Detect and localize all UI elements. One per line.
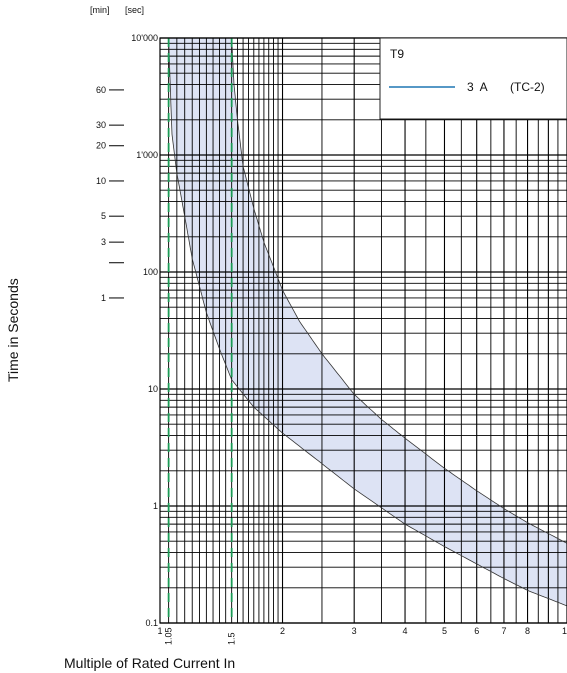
x-tick-label: 5	[442, 626, 447, 636]
x-tick-label: 1	[157, 626, 162, 636]
legend: T9 3 A (TC-2)	[379, 37, 567, 120]
y-tick-label: 10	[148, 384, 158, 394]
legend-title: T9	[390, 47, 404, 61]
y-tick-label: 0.1	[145, 618, 158, 628]
minute-tick-label: 60	[96, 85, 106, 95]
legend-entry-label: 3 A	[467, 80, 488, 94]
y-axis-label: Time in Seconds	[5, 278, 21, 382]
x-tick-label: 7	[501, 626, 506, 636]
legend-box	[379, 37, 567, 120]
vertical-markers	[167, 38, 233, 623]
grid	[160, 37, 567, 624]
plot-frame	[159, 37, 567, 624]
tolerance-band	[168, 38, 567, 606]
primary-unit-header: [sec]	[125, 5, 144, 15]
x-tick-label: 6	[474, 626, 479, 636]
x-tick-label: 4	[403, 626, 408, 636]
minute-tick-label: 20	[96, 141, 106, 151]
x-tick-label: 2	[280, 626, 285, 636]
x-tick-label: 1.5	[227, 632, 237, 645]
minute-tick-label: 30	[96, 120, 106, 130]
tolerance-band-fill	[168, 38, 567, 606]
minute-tick-label: 3	[101, 237, 106, 247]
minute-tick-label: 1	[101, 293, 106, 303]
curve-lines	[168, 37, 567, 607]
legend-entry-sublabel: (TC-2)	[510, 80, 545, 94]
y-tick-label: 1'000	[136, 150, 158, 160]
y-tick-label: 1	[153, 501, 158, 511]
minute-tick-label: 5	[101, 211, 106, 221]
curve-max-line	[231, 37, 567, 544]
y-tick-label: 10'000	[131, 33, 158, 43]
y-tick-label: 100	[143, 267, 158, 277]
x-tick-label: 3	[352, 626, 357, 636]
x-axis-label: Multiple of Rated Current In	[64, 655, 235, 671]
curve-min-line	[168, 37, 567, 607]
minute-tick-label: 10	[96, 176, 106, 186]
x-tick-label: 1.05	[164, 627, 174, 645]
x-tick-label: 10	[562, 626, 567, 636]
x-tick-label: 8	[525, 626, 530, 636]
secondary-unit-header: [min]	[90, 5, 110, 15]
